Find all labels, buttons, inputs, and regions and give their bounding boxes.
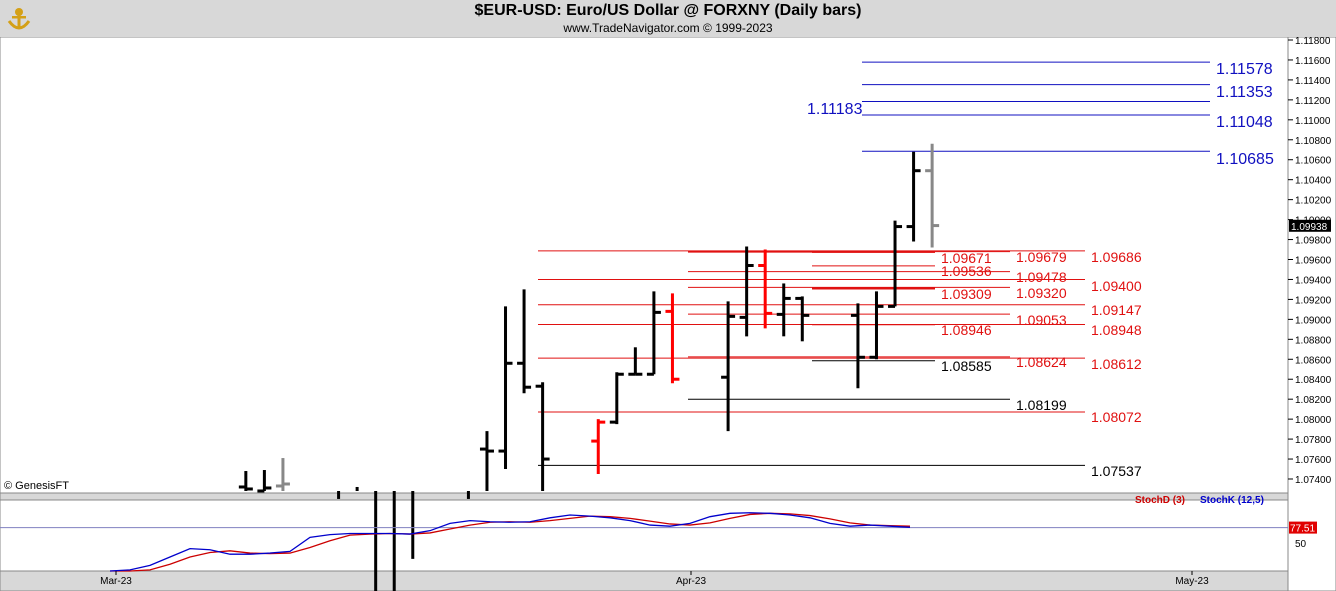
price-tick-label: 1.08400 (1295, 375, 1332, 386)
level-label: 1.09147 (1091, 302, 1142, 318)
price-tick-label: 1.08800 (1295, 335, 1332, 346)
time-tick-label: May-23 (1175, 576, 1209, 587)
level-label: 1.11183 (807, 101, 863, 118)
price-tick-label: 1.08200 (1295, 395, 1332, 406)
level-label: 1.11048 (1216, 114, 1273, 131)
price-tick-label: 1.11000 (1295, 116, 1331, 127)
price-tick-label: 1.11600 (1295, 56, 1331, 67)
price-tick-label: 1.11400 (1295, 76, 1331, 87)
price-tick-label: 1.08600 (1295, 355, 1332, 366)
price-tick-label: 1.09800 (1295, 236, 1332, 247)
level-label: 1.08585 (941, 358, 992, 374)
level-label: 1.08199 (1016, 397, 1067, 413)
price-tick-label: 1.11800 (1295, 36, 1331, 47)
copyright-text: © GenesisFT (4, 480, 69, 492)
level-label: 1.08612 (1091, 356, 1142, 372)
stoch-axis-tick: 50 (1295, 539, 1307, 550)
chart-title: $EUR-USD: Euro/US Dollar @ FORXNY (Daily… (474, 2, 862, 19)
level-label: 1.09686 (1091, 249, 1142, 265)
price-axis: 1.11800 1.11600 1.11400 1.11200 1.11000 1.108… (1288, 36, 1332, 486)
stochastic-panel: StochD (3) StochK (12,5) 77.51 50 (0, 495, 1317, 572)
level-label: 1.08946 (941, 322, 992, 338)
level-label: 1.09309 (941, 286, 992, 302)
level-label: 1.08624 (1016, 354, 1067, 370)
time-tick-label: Mar-23 (100, 576, 132, 587)
level-label: 1.08072 (1091, 409, 1142, 425)
level-label: 1.09679 (1016, 249, 1067, 265)
price-tick-label: 1.10600 (1295, 156, 1332, 167)
level-label: 1.09536 (941, 263, 992, 279)
stoch-k-line (109, 512, 911, 572)
last-price-box (1289, 219, 1331, 232)
header-bar (0, 0, 1336, 37)
price-tick-label: 1.09200 (1295, 295, 1332, 306)
level-label: 1.11353 (1216, 84, 1273, 101)
price-tick-label: 1.09000 (1295, 315, 1332, 326)
tradenavigator-logo-icon (4, 3, 34, 35)
chart-subtitle: www.TradeNavigator.com © 1999-2023 (563, 21, 773, 35)
price-tick-label: 1.10200 (1295, 196, 1332, 207)
price-tick-label: 1.09400 (1295, 275, 1332, 286)
price-tick-label: 1.07800 (1295, 435, 1332, 446)
level-label: 1.07537 (1091, 463, 1142, 479)
level-label: 1.09671 (941, 250, 992, 266)
level-label: 1.11578 (1216, 61, 1273, 78)
level-label: 1.10685 (1216, 151, 1274, 168)
ohlc-bars (238, 143, 940, 591)
price-tick-label: 1.10400 (1295, 176, 1332, 187)
stoch-d-legend: StochD (3) (1135, 495, 1185, 506)
level-label: 1.09320 (1016, 285, 1067, 301)
price-tick-label: 1.08000 (1295, 415, 1332, 426)
level-label: 1.08948 (1091, 322, 1142, 338)
stoch-value-box (1289, 521, 1317, 534)
price-tick-label: 1.09600 (1295, 256, 1332, 267)
price-tick-label: 1.07600 (1295, 455, 1332, 466)
price-tick-label: 1.11200 (1295, 96, 1331, 107)
time-tick-label: Apr-23 (676, 576, 706, 587)
price-tick-label: 1.07400 (1295, 475, 1332, 486)
level-label: 1.09053 (1016, 312, 1067, 328)
last-price-label: 1.09938 (1291, 222, 1328, 233)
stoch-value-label: 77.51 (1290, 524, 1315, 535)
stoch-k-legend: StochK (12,5) (1200, 495, 1264, 506)
level-label: 1.09400 (1091, 278, 1142, 294)
level-label: 1.09478 (1016, 269, 1067, 285)
price-tick-label: 1.10800 (1295, 136, 1332, 147)
time-axis: Mar-23 Apr-23 May-23 (100, 571, 1209, 587)
